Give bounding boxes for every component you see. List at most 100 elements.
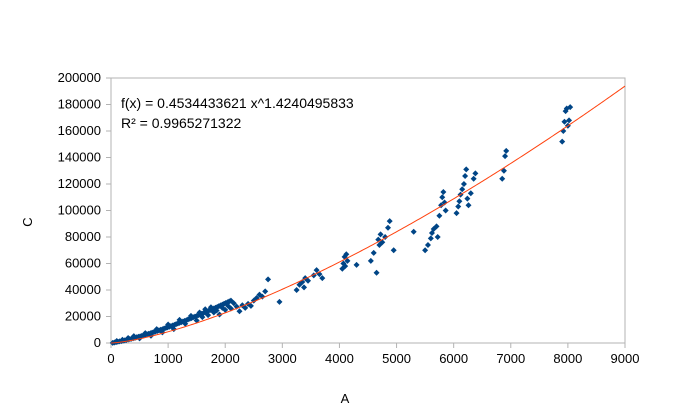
- data-point: [439, 194, 446, 201]
- x-tick-label: 1000: [154, 351, 183, 366]
- data-point: [343, 251, 350, 258]
- data-point: [462, 173, 469, 180]
- data-point: [187, 312, 194, 319]
- data-point: [142, 330, 149, 337]
- data-point: [464, 195, 471, 202]
- data-point: [367, 257, 374, 264]
- data-point: [207, 304, 214, 311]
- data-point: [456, 198, 463, 205]
- data-point: [441, 199, 448, 206]
- data-point: [384, 224, 391, 231]
- y-tick-label: 60000: [65, 256, 101, 271]
- x-tick-label: 3000: [268, 351, 297, 366]
- data-point: [276, 298, 283, 305]
- data-point: [455, 203, 462, 210]
- data-point: [147, 332, 154, 339]
- data-point: [236, 308, 243, 315]
- equation-label: f(x) = 0.4534433621 x^1.4240495833: [121, 95, 354, 111]
- data-point: [567, 104, 574, 111]
- data-point: [465, 202, 472, 209]
- y-tick-label: 200000: [58, 70, 101, 85]
- data-point: [182, 320, 189, 327]
- data-point: [373, 269, 380, 276]
- data-point: [130, 333, 137, 340]
- data-point: [196, 309, 203, 316]
- x-tick-label: 9000: [611, 351, 640, 366]
- x-tick-label: 2000: [211, 351, 240, 366]
- data-point: [424, 241, 431, 248]
- data-point: [502, 153, 509, 160]
- data-point: [202, 306, 209, 313]
- data-point: [434, 234, 441, 240]
- x-tick-label: 8000: [553, 351, 582, 366]
- x-tick-label: 4000: [325, 351, 354, 366]
- data-point: [440, 188, 447, 195]
- x-axis-title: A: [341, 391, 350, 406]
- y-tick-label: 40000: [65, 282, 101, 297]
- x-tick-label: 7000: [496, 351, 525, 366]
- data-point: [433, 223, 440, 230]
- data-point: [205, 312, 212, 319]
- data-point: [442, 207, 449, 214]
- data-point: [427, 235, 434, 242]
- y-tick-label: 160000: [58, 123, 101, 138]
- labels: f(x) = 0.4534433621 x^1.4240495833 R² = …: [20, 95, 354, 406]
- data-point: [230, 300, 237, 307]
- data-point: [293, 287, 300, 293]
- data-point: [242, 304, 249, 311]
- trendline-group: [110, 85, 626, 344]
- data-point: [436, 212, 443, 219]
- y-tick-label: 0: [94, 335, 101, 350]
- data-point: [470, 175, 477, 182]
- data-point: [262, 288, 269, 295]
- data-point: [561, 118, 568, 125]
- y-tick-label: 180000: [58, 97, 101, 112]
- data-point: [319, 275, 326, 282]
- data-point: [213, 307, 220, 314]
- data-point: [247, 302, 254, 309]
- data-point: [566, 117, 573, 124]
- data-point: [301, 284, 308, 291]
- data-point: [153, 326, 160, 333]
- data-point: [559, 138, 566, 145]
- y-tick-label: 20000: [65, 309, 101, 324]
- data-point: [265, 276, 272, 283]
- data-point: [176, 316, 183, 323]
- r-squared-label: R² = 0.9965271322: [121, 115, 241, 131]
- data-point: [370, 249, 377, 256]
- y-tick-label: 140000: [58, 150, 101, 165]
- y-tick-label: 80000: [65, 229, 101, 244]
- data-point: [353, 261, 360, 268]
- data-point: [422, 247, 429, 254]
- data-point: [165, 321, 172, 328]
- data-point: [199, 314, 206, 321]
- data-point: [377, 231, 384, 238]
- data-point: [342, 263, 349, 270]
- data-point: [467, 190, 474, 197]
- x-tick-label: 5000: [382, 351, 411, 366]
- data-points: [109, 104, 574, 346]
- data-point: [499, 175, 506, 182]
- data-point: [125, 334, 132, 341]
- x-tick-label: 0: [107, 351, 114, 366]
- data-point: [410, 228, 417, 235]
- data-point: [305, 277, 312, 284]
- y-tick-label: 120000: [58, 176, 101, 191]
- data-point: [459, 186, 466, 193]
- x-tick-label: 6000: [439, 351, 468, 366]
- y-axis-title: C: [20, 217, 35, 226]
- data-point: [460, 181, 467, 187]
- data-point: [344, 257, 351, 264]
- data-point: [472, 170, 479, 177]
- data-point: [503, 147, 510, 154]
- trendline: [110, 85, 626, 344]
- axes: 0200004000060000800001000001200001400001…: [58, 70, 640, 366]
- data-point: [453, 210, 460, 217]
- data-point: [463, 166, 470, 173]
- data-point: [222, 306, 229, 313]
- y-tick-label: 100000: [58, 203, 101, 218]
- data-point: [390, 247, 397, 254]
- data-point: [313, 267, 320, 274]
- data-point: [386, 218, 393, 225]
